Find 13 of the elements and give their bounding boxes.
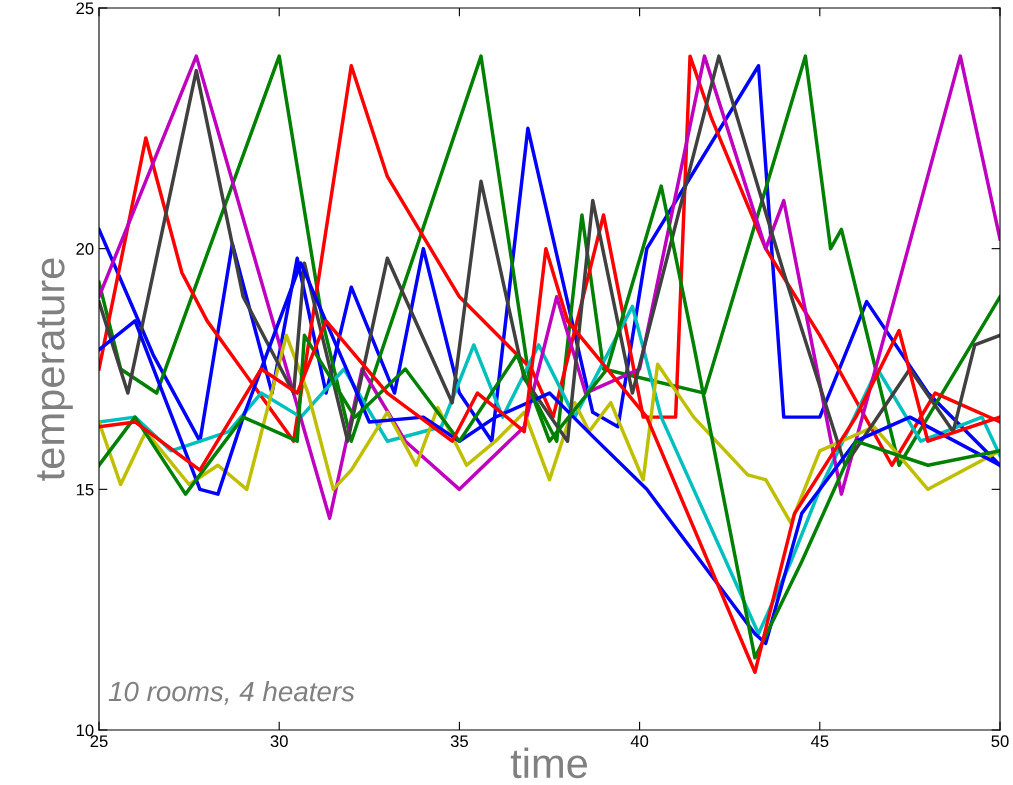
x-axis-title: time — [510, 747, 588, 779]
annotation: 10 rooms, 4 heaters — [108, 680, 355, 705]
x-tick-label: 25 — [90, 735, 108, 748]
y-tick-label: 25 — [76, 2, 94, 15]
x-tick-label: 50 — [991, 735, 1009, 748]
x-tick-label: 35 — [450, 735, 468, 748]
y-tick-label: 20 — [76, 243, 94, 255]
y-tick-label: 15 — [76, 483, 94, 496]
x-tick-label: 40 — [630, 735, 649, 748]
y-axis-title: temperature — [37, 258, 73, 481]
x-tick-label: 30 — [270, 735, 288, 748]
x-tick-label: 45 — [810, 735, 829, 748]
y-tick-label: 10 — [76, 724, 94, 737]
